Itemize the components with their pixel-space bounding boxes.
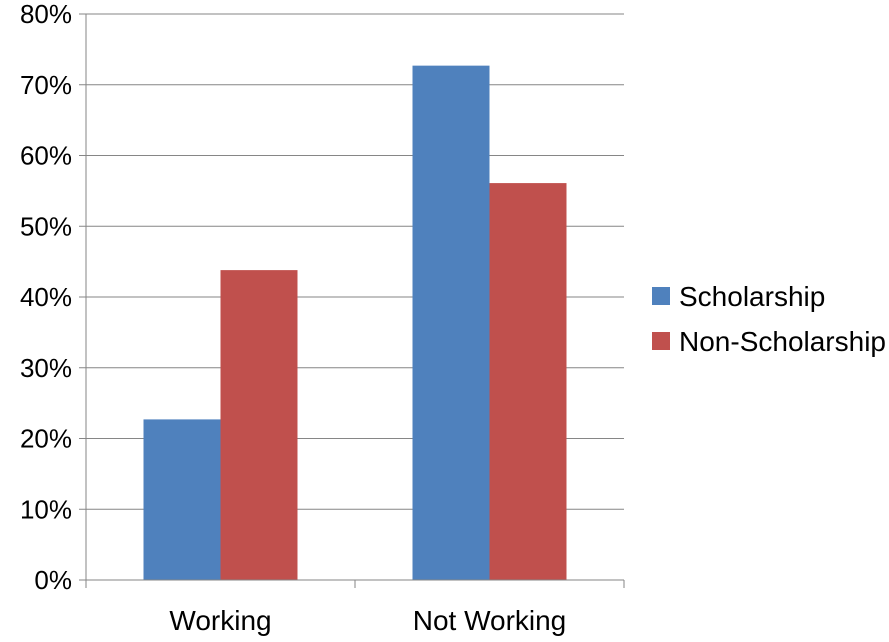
y-tick-label: 40%: [20, 282, 72, 312]
y-tick-label: 60%: [20, 141, 72, 171]
y-tick-label: 50%: [20, 211, 72, 241]
y-tick-label: 80%: [20, 0, 72, 29]
legend: Scholarship Non-Scholarship: [652, 281, 886, 357]
bar-non-scholarship-not-working: [489, 183, 567, 580]
legend-swatch-non-scholarship: [652, 332, 670, 350]
y-tick-label: 10%: [20, 494, 72, 524]
bar-non-scholarship-working: [220, 270, 298, 580]
y-tick-label: 70%: [20, 70, 72, 100]
legend-label: Non-Scholarship: [679, 326, 886, 357]
y-tick-label: 30%: [20, 353, 72, 383]
y-tick-label: 20%: [20, 424, 72, 454]
legend-swatch-scholarship: [652, 287, 670, 305]
x-category-label: Not Working: [413, 605, 567, 636]
y-tick-label: 0%: [34, 565, 72, 595]
bars: [143, 65, 567, 580]
x-category-labels: Working Not Working: [169, 605, 566, 636]
legend-label: Scholarship: [679, 281, 825, 312]
axes: [79, 13, 625, 588]
bar-scholarship-working: [143, 419, 221, 580]
y-tick-labels: 0% 10% 20% 30% 40% 50% 60% 70% 80%: [20, 0, 72, 595]
bar-scholarship-not-working: [412, 65, 490, 580]
x-category-label: Working: [169, 605, 271, 636]
